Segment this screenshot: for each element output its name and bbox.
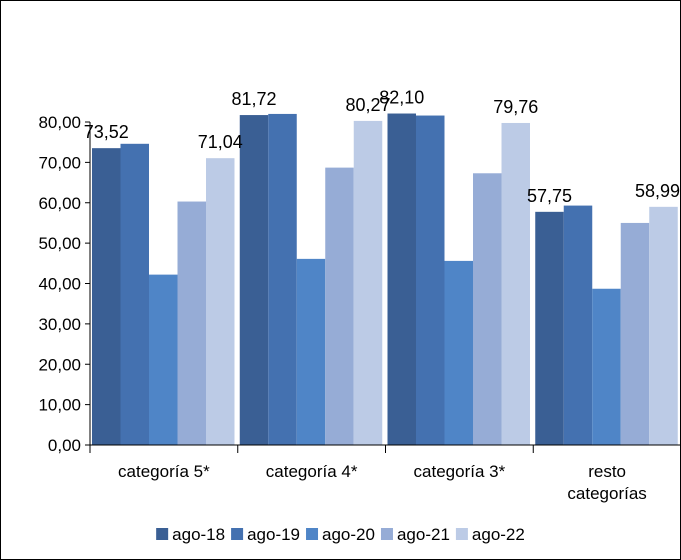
legend-item-ago-19: ago-19 bbox=[231, 525, 300, 544]
bar-ago-20-cat-1 bbox=[149, 274, 178, 445]
legend-swatch bbox=[156, 528, 169, 540]
bar-ago-20-cat-4 bbox=[592, 288, 621, 445]
bar-ago-18-cat-3 bbox=[387, 113, 416, 446]
bar-ago-18-cat-2 bbox=[239, 115, 269, 445]
legend-label: ago-20 bbox=[322, 525, 375, 544]
bar-ago-21-cat-4 bbox=[620, 222, 650, 445]
legend-item-ago-21: ago-21 bbox=[380, 525, 450, 544]
x-category-label: categoría 3* bbox=[414, 462, 506, 481]
y-tick-label: 0,00 bbox=[48, 436, 81, 455]
bar-ago-21-cat-1 bbox=[177, 201, 206, 445]
legend: ago-18 ago-19 ago-20 ago-21 ago-22 bbox=[156, 525, 525, 544]
legend-swatch bbox=[231, 528, 244, 540]
bar-ago-18-cat-4 bbox=[535, 211, 564, 445]
data-label: 58,99 bbox=[635, 181, 680, 201]
x-category-label: categoría 4* bbox=[266, 462, 358, 481]
y-tick-label: 20,00 bbox=[38, 355, 81, 374]
y-tick-label: 10,00 bbox=[38, 396, 81, 415]
bar-ago-19-cat-3 bbox=[416, 115, 445, 445]
legend-swatch bbox=[306, 528, 319, 540]
y-tick-label: 70,00 bbox=[38, 153, 81, 172]
legend-item-ago-22: ago-22 bbox=[455, 525, 525, 544]
legend-label: ago-22 bbox=[472, 525, 525, 544]
bar-ago-22-cat-2 bbox=[353, 120, 383, 445]
data-label: 80,27 bbox=[345, 95, 390, 115]
legend-swatch bbox=[455, 528, 468, 540]
bar-ago-21-cat-2 bbox=[325, 167, 354, 445]
x-category-label: categoría 5* bbox=[118, 462, 210, 481]
y-tick-label: 50,00 bbox=[38, 234, 81, 253]
bar-ago-22-cat-4 bbox=[649, 206, 678, 445]
legend-swatch bbox=[380, 528, 393, 540]
legend-label: ago-18 bbox=[172, 525, 225, 544]
y-tick-label: 80,00 bbox=[38, 113, 81, 132]
bar-ago-20-cat-2 bbox=[296, 258, 326, 445]
bar-ago-19-cat-1 bbox=[120, 143, 149, 446]
data-label: 73,52 bbox=[84, 122, 129, 142]
data-label: 81,72 bbox=[231, 89, 276, 109]
legend-item-ago-18: ago-18 bbox=[156, 525, 225, 544]
axes-layer: 0,00 10,00 20,00 30,00 40,00 50,00 60,00 70,00 8… bbox=[38, 113, 681, 503]
data-label: 57,75 bbox=[527, 186, 572, 206]
bar-ago-22-cat-1 bbox=[206, 158, 235, 445]
bar-ago-19-cat-4 bbox=[563, 205, 593, 445]
data-label: 82,10 bbox=[379, 88, 424, 108]
y-tick-label: 40,00 bbox=[38, 275, 81, 294]
y-tick-label: 60,00 bbox=[38, 194, 81, 213]
legend-item-ago-20: ago-20 bbox=[306, 525, 375, 544]
data-label: 71,04 bbox=[198, 132, 243, 152]
legend-label: ago-19 bbox=[247, 525, 300, 544]
bar-ago-18-cat-1 bbox=[92, 148, 121, 445]
bar-ago-22-cat-3 bbox=[501, 122, 530, 445]
y-tick-label: 30,00 bbox=[38, 315, 81, 334]
legend-label: ago-21 bbox=[397, 525, 450, 544]
x-category-label: resto categorías bbox=[567, 462, 646, 503]
bar-ago-20-cat-3 bbox=[444, 260, 473, 445]
bar-ago-19-cat-2 bbox=[268, 113, 297, 446]
bar-ago-21-cat-3 bbox=[473, 173, 502, 445]
bars-layer bbox=[92, 113, 678, 446]
data-label: 79,76 bbox=[493, 97, 538, 117]
